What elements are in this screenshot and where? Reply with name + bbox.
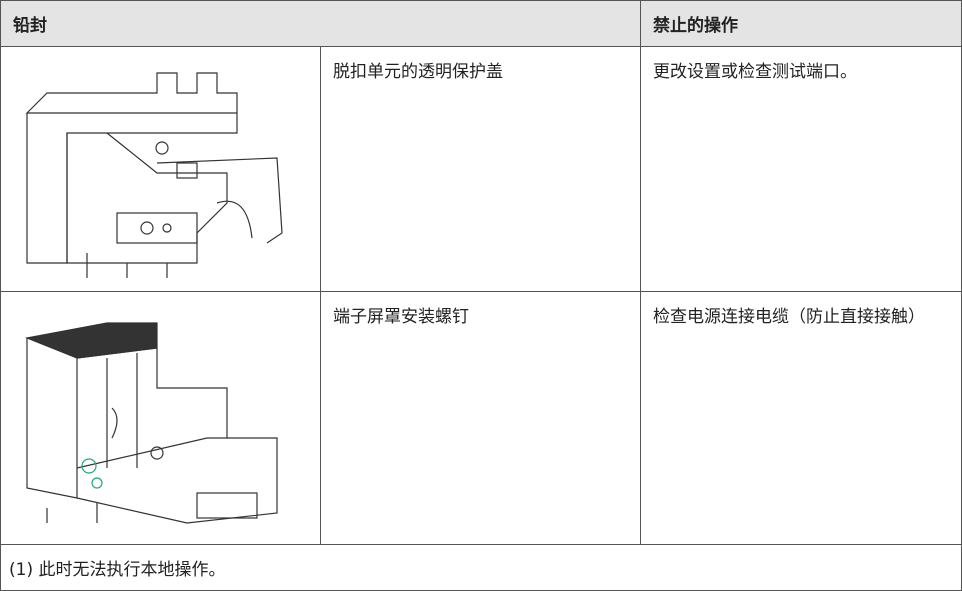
header-cell: 铅封: [0, 0, 641, 47]
image-cell: [0, 291, 321, 545]
header-row: 铅封 禁止的操作: [0, 0, 962, 47]
operation-cell: 检查电源连接电缆（防止直接接触）: [640, 291, 962, 545]
table-row: 端子屏罩安装螺钉 检查电源连接电缆（防止直接接触）: [0, 291, 962, 545]
image-cell: [0, 46, 321, 292]
seal-cell: 端子屏罩安装螺钉: [320, 291, 641, 545]
seal-cell: 脱扣单元的透明保护盖: [320, 46, 641, 292]
footnote: (1) 此时无法执行本地操作。: [0, 544, 962, 591]
header-cell: 禁止的操作: [640, 0, 962, 47]
table-row: 脱扣单元的透明保护盖 更改设置或检查测试端口。: [0, 46, 962, 292]
footnote-row: (1) 此时无法执行本地操作。: [0, 544, 962, 591]
breaker-illustration: [25, 72, 283, 278]
breaker-illustration: [24, 322, 278, 524]
operation-cell: 更改设置或检查测试端口。: [640, 46, 962, 292]
